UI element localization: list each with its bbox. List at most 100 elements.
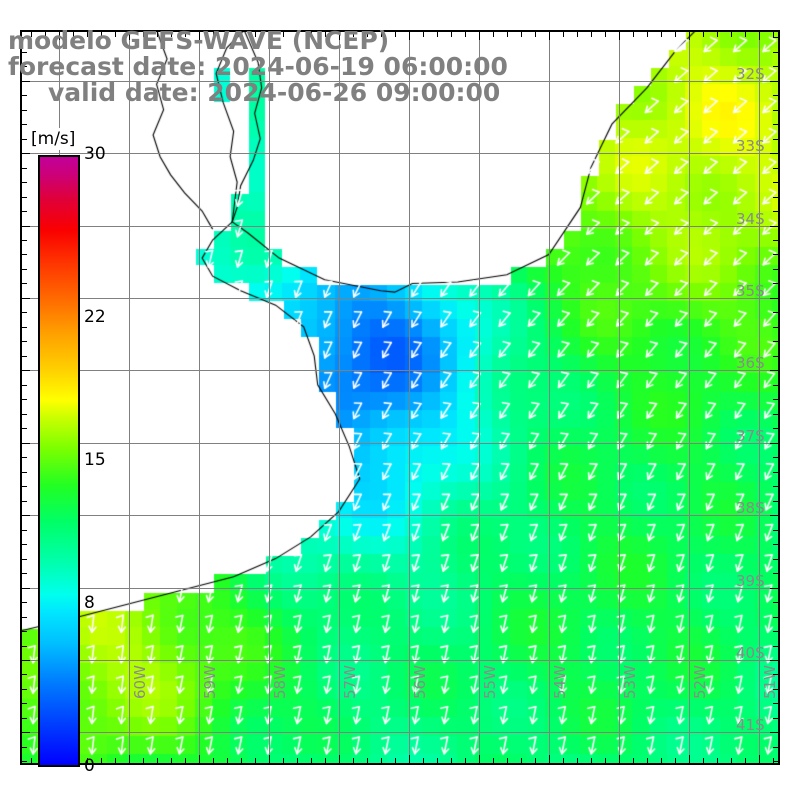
gridline-horizontal: [20, 153, 780, 154]
tick-right: [773, 718, 780, 719]
tick-bottom: [451, 758, 452, 765]
gridline-horizontal: [20, 370, 780, 371]
tick-right: [773, 414, 780, 415]
tick-left: [20, 182, 27, 183]
gridline-vertical: [689, 30, 690, 765]
tick-right: [773, 472, 780, 473]
tick-bottom: [493, 758, 494, 765]
tick-left: [20, 718, 27, 719]
tick-left: [20, 110, 27, 111]
tick-top: [661, 30, 662, 37]
tick-right: [773, 52, 780, 53]
tick-bottom: [479, 755, 480, 765]
tick-left: [20, 602, 27, 603]
tick-top: [731, 30, 732, 37]
tick-left: [20, 139, 27, 140]
tick-bottom: [437, 758, 438, 765]
tick-left: [20, 732, 30, 733]
tick-left: [20, 588, 30, 589]
tick-bottom: [353, 758, 354, 765]
tick-bottom: [563, 758, 564, 765]
gridline-horizontal: [20, 226, 780, 227]
tick-top: [115, 30, 116, 37]
tick-left: [20, 747, 27, 748]
tick-bottom: [521, 758, 522, 765]
tick-top: [647, 30, 648, 37]
tick-top: [745, 30, 746, 37]
tick-right: [773, 689, 780, 690]
tick-left: [20, 559, 27, 560]
tick-top: [451, 30, 452, 37]
tick-right: [773, 95, 780, 96]
tick-left: [20, 617, 27, 618]
tick-right: [773, 559, 780, 560]
tick-left: [20, 428, 27, 429]
tick-right: [773, 674, 780, 675]
tick-right: [773, 646, 780, 647]
colorbar-tick-label: 8: [84, 592, 95, 613]
tick-left: [20, 124, 27, 125]
tick-bottom: [325, 758, 326, 765]
tick-bottom: [423, 758, 424, 765]
tick-bottom: [199, 755, 200, 765]
gridline-vertical: [549, 30, 550, 765]
tick-right: [773, 428, 780, 429]
tick-left: [20, 226, 30, 227]
gridline-horizontal: [20, 588, 780, 589]
tick-left: [20, 254, 27, 255]
tick-bottom: [577, 758, 578, 765]
tick-right: [773, 283, 780, 284]
tick-top: [199, 30, 200, 40]
tick-left: [20, 283, 27, 284]
tick-bottom: [185, 758, 186, 765]
tick-bottom: [633, 758, 634, 765]
tick-top: [493, 30, 494, 37]
colorbar: [38, 155, 80, 767]
tick-left: [20, 674, 27, 675]
tick-left: [20, 312, 27, 313]
tick-top: [437, 30, 438, 37]
gridline-vertical: [129, 30, 130, 765]
tick-bottom: [689, 755, 690, 765]
gridline-vertical: [619, 30, 620, 765]
tick-left: [20, 515, 30, 516]
tick-top: [297, 30, 298, 37]
map-plot-area: 61W60W59W58W57W56W55W54W53W52W51W32S33S3…: [20, 30, 780, 765]
tick-left: [20, 457, 27, 458]
colorbar-tick-label: 0: [84, 756, 95, 776]
tick-right: [770, 226, 780, 227]
tick-right: [770, 153, 780, 154]
tick-bottom: [535, 758, 536, 765]
tick-right: [773, 486, 780, 487]
gridline-horizontal: [20, 515, 780, 516]
gridline-horizontal: [20, 660, 780, 661]
tick-top: [45, 30, 46, 37]
tick-right: [773, 703, 780, 704]
tick-left: [20, 168, 27, 169]
tick-right: [773, 573, 780, 574]
tick-bottom: [759, 755, 760, 765]
tick-bottom: [409, 755, 410, 765]
tick-top: [157, 30, 158, 37]
tick-right: [770, 81, 780, 82]
tick-top: [465, 30, 466, 37]
tick-top: [59, 30, 60, 40]
tick-left: [20, 544, 27, 545]
tick-left: [20, 197, 27, 198]
tick-top: [227, 30, 228, 37]
tick-right: [770, 588, 780, 589]
tick-bottom: [717, 758, 718, 765]
tick-bottom: [31, 758, 32, 765]
tick-left: [20, 399, 27, 400]
tick-bottom: [129, 755, 130, 765]
tick-bottom: [269, 755, 270, 765]
tick-bottom: [143, 758, 144, 765]
tick-bottom: [171, 758, 172, 765]
tick-right: [773, 240, 780, 241]
tick-right: [773, 168, 780, 169]
tick-top: [521, 30, 522, 37]
tick-left: [20, 341, 27, 342]
tick-top: [143, 30, 144, 37]
tick-bottom: [101, 758, 102, 765]
